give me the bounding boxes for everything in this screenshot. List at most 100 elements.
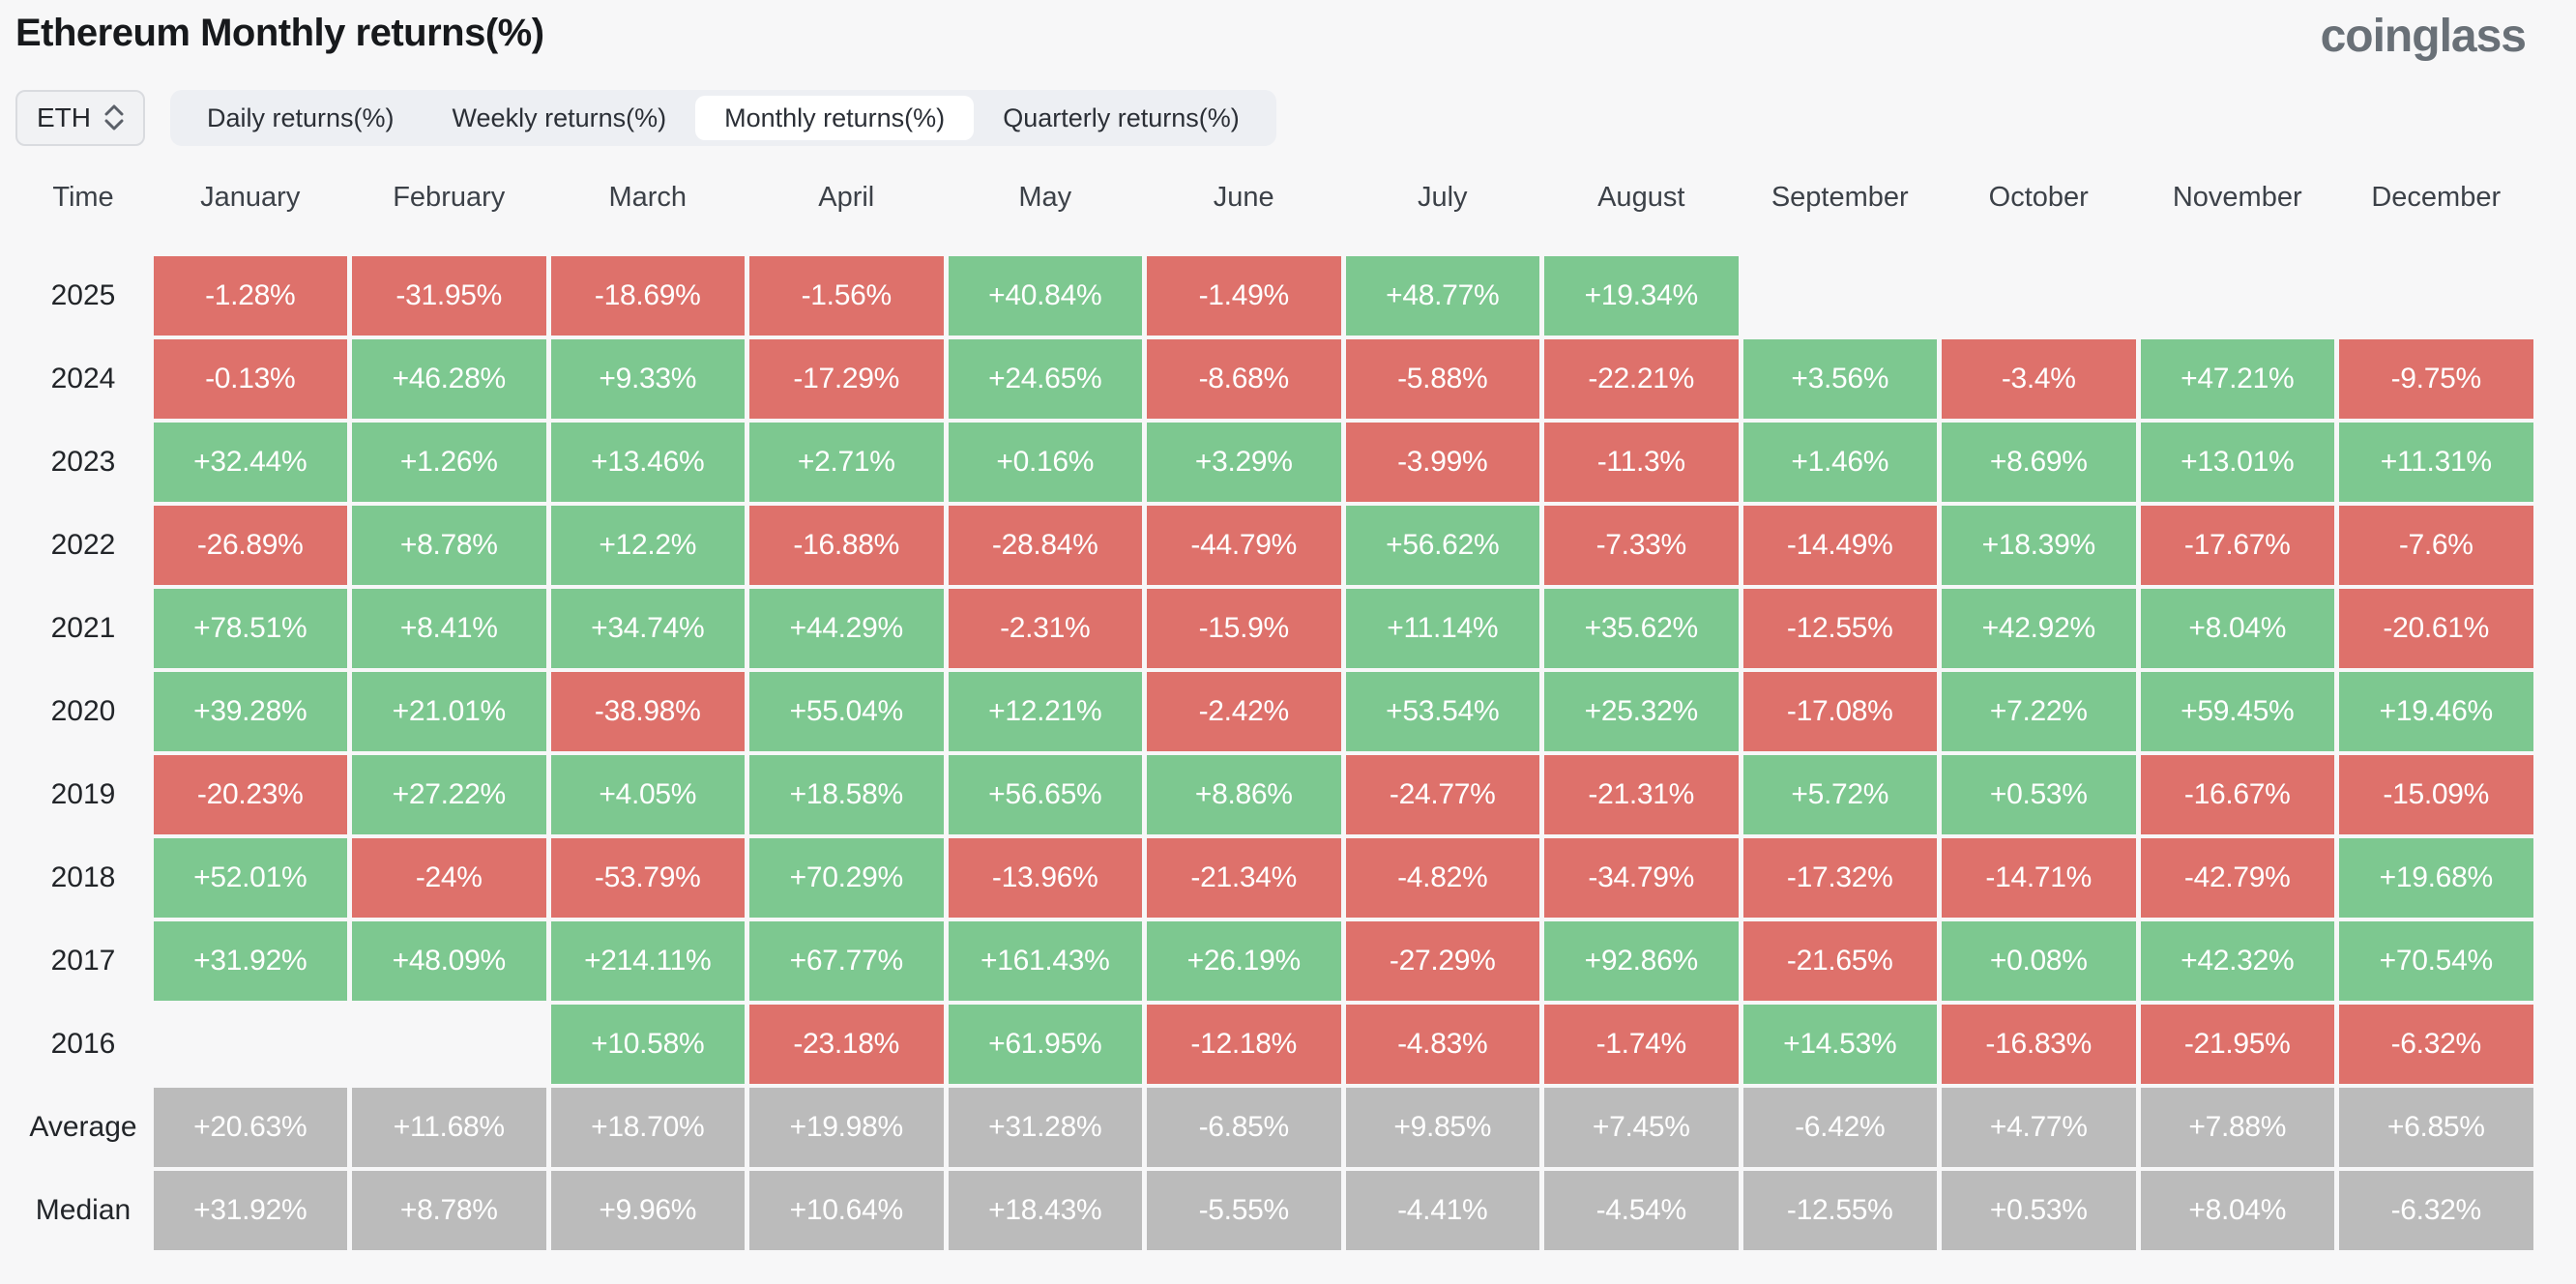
- column-header-march: March: [608, 182, 688, 214]
- cell-2016-july: -4.83%: [1345, 1004, 1539, 1084]
- cell-average-november: +7.88%: [2140, 1087, 2334, 1167]
- cell-2018-may: -13.96%: [948, 837, 1142, 918]
- cell-2021-april: +44.29%: [749, 588, 944, 668]
- cell-2018-august: -34.79%: [1544, 837, 1739, 918]
- row-label-2019: 2019: [50, 777, 116, 810]
- cell-2021-march: +34.74%: [550, 588, 745, 668]
- cell-2019-october: +0.53%: [1942, 754, 2136, 834]
- cell-2025-january: -1.28%: [153, 255, 347, 336]
- cell-average-october: +4.77%: [1942, 1087, 2136, 1167]
- cell-2023-august: -11.3%: [1544, 422, 1739, 502]
- cell-2025-march: -18.69%: [550, 255, 745, 336]
- row-label-2024: 2024: [50, 362, 116, 394]
- cell-median-july: -4.41%: [1345, 1170, 1539, 1250]
- cell-2019-april: +18.58%: [749, 754, 944, 834]
- cell-average-august: +7.45%: [1544, 1087, 1739, 1167]
- tab-weekly[interactable]: Weekly returns(%): [452, 102, 667, 132]
- tab-monthly[interactable]: Monthly returns(%): [695, 95, 975, 140]
- cell-median-august: -4.54%: [1544, 1170, 1739, 1250]
- cell-2020-october: +7.22%: [1942, 671, 2136, 751]
- cell-average-may: +31.28%: [948, 1087, 1142, 1167]
- cell-2017-january: +31.92%: [153, 920, 347, 1001]
- column-header-april: April: [818, 182, 875, 214]
- cell-2024-august: -22.21%: [1544, 338, 1739, 419]
- cell-2023-march: +13.46%: [550, 422, 745, 502]
- cell-2017-july: -27.29%: [1345, 920, 1539, 1001]
- updown-chevron-icon: [104, 104, 124, 131]
- cell-2016-november: -21.95%: [2140, 1004, 2334, 1084]
- cell-2016-september: +14.53%: [1742, 1004, 1937, 1084]
- cell-2017-october: +0.08%: [1942, 920, 2136, 1001]
- cell-2024-february: +46.28%: [352, 338, 546, 419]
- cell-2024-september: +3.56%: [1742, 338, 1937, 419]
- cell-2017-august: +92.86%: [1544, 920, 1739, 1001]
- row-label-2018: 2018: [50, 861, 116, 893]
- cell-2022-december: -7.6%: [2339, 505, 2533, 585]
- cell-2023-july: -3.99%: [1345, 422, 1539, 502]
- cell-2023-september: +1.46%: [1742, 422, 1937, 502]
- top-bar: Ethereum Monthly returns(%) coinglass: [0, 0, 2576, 63]
- cell-2022-february: +8.78%: [352, 505, 546, 585]
- cell-median-september: -12.55%: [1742, 1170, 1937, 1250]
- cell-2021-july: +11.14%: [1345, 588, 1539, 668]
- cell-2020-march: -38.98%: [550, 671, 745, 751]
- cell-average-february: +11.68%: [352, 1087, 546, 1167]
- cell-2018-february: -24%: [352, 837, 546, 918]
- coinglass-logo: coinglass: [2320, 11, 2527, 62]
- cell-2018-january: +52.01%: [153, 837, 347, 918]
- interval-tab-bar: Daily returns(%) Weekly returns(%) Monthly…: [170, 89, 1276, 146]
- column-header-time: Time: [52, 182, 114, 214]
- column-header-february: February: [393, 182, 506, 214]
- cell-2024-january: -0.13%: [153, 338, 347, 419]
- row-label-2025: 2025: [50, 278, 116, 311]
- cell-2021-november: +8.04%: [2140, 588, 2334, 668]
- row-label-2020: 2020: [50, 694, 116, 727]
- row-label-2021: 2021: [50, 611, 116, 644]
- cell-2025-may: +40.84%: [948, 255, 1142, 336]
- cell-2016-february: [352, 1005, 546, 1084]
- cell-average-march: +18.70%: [550, 1087, 745, 1167]
- cell-2020-december: +19.46%: [2339, 671, 2533, 751]
- cell-2017-february: +48.09%: [352, 920, 546, 1001]
- cell-2017-june: +26.19%: [1147, 920, 1341, 1001]
- row-label-2022: 2022: [50, 528, 116, 561]
- column-header-december: December: [2371, 182, 2502, 214]
- row-label-median: Median: [35, 1193, 132, 1226]
- cell-2021-may: -2.31%: [948, 588, 1142, 668]
- cell-2021-january: +78.51%: [153, 588, 347, 668]
- page-title: Ethereum Monthly returns(%): [15, 12, 544, 54]
- cell-2016-may: +61.95%: [948, 1004, 1142, 1084]
- cell-2020-january: +39.28%: [153, 671, 347, 751]
- cell-2022-january: -26.89%: [153, 505, 347, 585]
- cell-2016-october: -16.83%: [1942, 1004, 2136, 1084]
- cell-2024-march: +9.33%: [550, 338, 745, 419]
- cell-2021-february: +8.41%: [352, 588, 546, 668]
- cell-2019-september: +5.72%: [1742, 754, 1937, 834]
- cell-2024-may: +24.65%: [948, 338, 1142, 419]
- column-header-july: July: [1417, 182, 1468, 214]
- cell-median-december: -6.32%: [2339, 1170, 2533, 1250]
- cell-2018-july: -4.82%: [1345, 837, 1539, 918]
- row-label-2017: 2017: [50, 944, 116, 977]
- cell-2023-may: +0.16%: [948, 422, 1142, 502]
- cell-2016-april: -23.18%: [749, 1004, 944, 1084]
- cell-2019-july: -24.77%: [1345, 754, 1539, 834]
- tab-quarterly[interactable]: Quarterly returns(%): [1003, 102, 1240, 132]
- cell-2022-october: +18.39%: [1942, 505, 2136, 585]
- cell-average-june: -6.85%: [1147, 1087, 1341, 1167]
- cell-2018-april: +70.29%: [749, 837, 944, 918]
- cell-median-june: -5.55%: [1147, 1170, 1341, 1250]
- column-header-june: June: [1213, 182, 1274, 214]
- cell-2025-september: [1743, 256, 1938, 336]
- cell-median-march: +9.96%: [550, 1170, 745, 1250]
- cell-2023-december: +11.31%: [2339, 422, 2533, 502]
- cell-2018-november: -42.79%: [2140, 837, 2334, 918]
- cell-2019-august: -21.31%: [1544, 754, 1739, 834]
- cell-2024-july: -5.88%: [1345, 338, 1539, 419]
- cell-2017-november: +42.32%: [2140, 920, 2334, 1001]
- cell-2019-january: -20.23%: [153, 754, 347, 834]
- column-header-august: August: [1597, 182, 1685, 214]
- symbol-select[interactable]: ETH: [15, 89, 145, 146]
- cell-2016-december: -6.32%: [2339, 1004, 2533, 1084]
- tab-daily[interactable]: Daily returns(%): [207, 102, 395, 132]
